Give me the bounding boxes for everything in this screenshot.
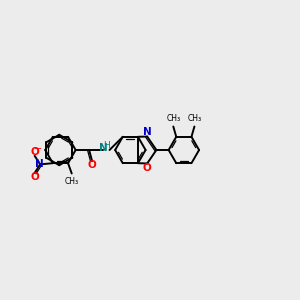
Text: O: O [88, 160, 97, 170]
Text: N: N [143, 127, 152, 137]
Text: N: N [35, 159, 44, 170]
Text: −: − [34, 144, 42, 154]
Text: CH₃: CH₃ [187, 114, 202, 123]
Text: N: N [100, 143, 108, 153]
Text: O: O [30, 147, 39, 157]
Text: H: H [103, 141, 110, 150]
Text: O: O [30, 172, 39, 182]
Text: CH₃: CH₃ [65, 177, 79, 186]
Text: O: O [143, 163, 152, 173]
Text: CH₃: CH₃ [166, 114, 180, 123]
